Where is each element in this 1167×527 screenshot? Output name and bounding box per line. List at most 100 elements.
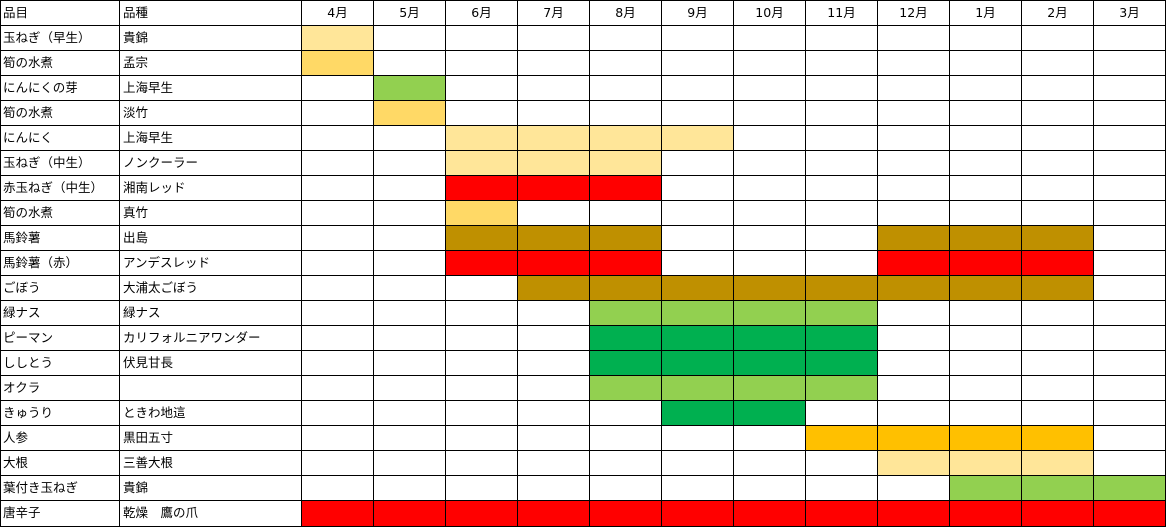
month-cell-11月[interactable]: [806, 26, 878, 51]
month-cell-3月[interactable]: [1094, 301, 1166, 326]
variety-cell[interactable]: 貴錦: [120, 476, 302, 501]
header-month[interactable]: 9月: [662, 0, 734, 26]
month-cell-12月[interactable]: [878, 476, 950, 501]
header-item[interactable]: 品目: [0, 0, 120, 26]
month-cell-2月[interactable]: [1022, 101, 1094, 126]
month-cell-10月[interactable]: [734, 276, 806, 301]
month-cell-4月[interactable]: [302, 251, 374, 276]
month-cell-11月[interactable]: [806, 426, 878, 451]
month-cell-12月[interactable]: [878, 401, 950, 426]
month-cell-1月[interactable]: [950, 301, 1022, 326]
month-cell-11月[interactable]: [806, 101, 878, 126]
month-cell-12月[interactable]: [878, 276, 950, 301]
month-cell-10月[interactable]: [734, 251, 806, 276]
variety-cell[interactable]: アンデスレッド: [120, 251, 302, 276]
variety-cell[interactable]: 三善大根: [120, 451, 302, 476]
month-cell-9月[interactable]: [662, 276, 734, 301]
month-cell-8月[interactable]: [590, 451, 662, 476]
month-cell-8月[interactable]: [590, 326, 662, 351]
variety-cell[interactable]: 淡竹: [120, 101, 302, 126]
month-cell-10月[interactable]: [734, 76, 806, 101]
month-cell-4月[interactable]: [302, 326, 374, 351]
month-cell-2月[interactable]: [1022, 151, 1094, 176]
item-cell[interactable]: 玉ねぎ（早生）: [0, 26, 120, 51]
month-cell-2月[interactable]: [1022, 226, 1094, 251]
item-cell[interactable]: 葉付き玉ねぎ: [0, 476, 120, 501]
month-cell-4月[interactable]: [302, 276, 374, 301]
header-month[interactable]: 2月: [1022, 0, 1094, 26]
month-cell-5月[interactable]: [374, 201, 446, 226]
item-cell[interactable]: ごぼう: [0, 276, 120, 301]
header-month[interactable]: 5月: [374, 0, 446, 26]
month-cell-2月[interactable]: [1022, 326, 1094, 351]
header-variety[interactable]: 品種: [120, 0, 302, 26]
month-cell-12月[interactable]: [878, 151, 950, 176]
month-cell-2月[interactable]: [1022, 26, 1094, 51]
month-cell-10月[interactable]: [734, 101, 806, 126]
month-cell-6月[interactable]: [446, 126, 518, 151]
item-cell[interactable]: 大根: [0, 451, 120, 476]
month-cell-3月[interactable]: [1094, 351, 1166, 376]
month-cell-7月[interactable]: [518, 401, 590, 426]
month-cell-7月[interactable]: [518, 476, 590, 501]
month-cell-9月[interactable]: [662, 176, 734, 201]
month-cell-11月[interactable]: [806, 201, 878, 226]
month-cell-11月[interactable]: [806, 451, 878, 476]
month-cell-9月[interactable]: [662, 326, 734, 351]
month-cell-2月[interactable]: [1022, 401, 1094, 426]
month-cell-4月[interactable]: [302, 401, 374, 426]
month-cell-11月[interactable]: [806, 276, 878, 301]
month-cell-6月[interactable]: [446, 301, 518, 326]
month-cell-2月[interactable]: [1022, 501, 1094, 527]
month-cell-8月[interactable]: [590, 151, 662, 176]
month-cell-6月[interactable]: [446, 476, 518, 501]
month-cell-9月[interactable]: [662, 101, 734, 126]
month-cell-5月[interactable]: [374, 351, 446, 376]
variety-cell[interactable]: 貴錦: [120, 26, 302, 51]
month-cell-1月[interactable]: [950, 451, 1022, 476]
month-cell-8月[interactable]: [590, 351, 662, 376]
month-cell-12月[interactable]: [878, 376, 950, 401]
month-cell-3月[interactable]: [1094, 276, 1166, 301]
month-cell-4月[interactable]: [302, 376, 374, 401]
month-cell-7月[interactable]: [518, 176, 590, 201]
item-cell[interactable]: 唐辛子: [0, 501, 120, 527]
month-cell-2月[interactable]: [1022, 351, 1094, 376]
month-cell-12月[interactable]: [878, 101, 950, 126]
month-cell-9月[interactable]: [662, 351, 734, 376]
month-cell-6月[interactable]: [446, 351, 518, 376]
month-cell-7月[interactable]: [518, 201, 590, 226]
month-cell-10月[interactable]: [734, 451, 806, 476]
month-cell-10月[interactable]: [734, 401, 806, 426]
month-cell-3月[interactable]: [1094, 451, 1166, 476]
month-cell-5月[interactable]: [374, 51, 446, 76]
month-cell-1月[interactable]: [950, 51, 1022, 76]
item-cell[interactable]: にんにくの芽: [0, 76, 120, 101]
month-cell-8月[interactable]: [590, 376, 662, 401]
month-cell-6月[interactable]: [446, 101, 518, 126]
item-cell[interactable]: 馬鈴薯: [0, 226, 120, 251]
month-cell-10月[interactable]: [734, 26, 806, 51]
month-cell-9月[interactable]: [662, 301, 734, 326]
month-cell-2月[interactable]: [1022, 76, 1094, 101]
month-cell-6月[interactable]: [446, 401, 518, 426]
month-cell-2月[interactable]: [1022, 426, 1094, 451]
month-cell-6月[interactable]: [446, 276, 518, 301]
month-cell-12月[interactable]: [878, 451, 950, 476]
month-cell-10月[interactable]: [734, 501, 806, 527]
month-cell-5月[interactable]: [374, 301, 446, 326]
month-cell-6月[interactable]: [446, 26, 518, 51]
variety-cell[interactable]: 上海早生: [120, 126, 302, 151]
variety-cell[interactable]: カリフォルニアワンダー: [120, 326, 302, 351]
month-cell-12月[interactable]: [878, 351, 950, 376]
month-cell-10月[interactable]: [734, 51, 806, 76]
item-cell[interactable]: 赤玉ねぎ（中生）: [0, 176, 120, 201]
item-cell[interactable]: ししとう: [0, 351, 120, 376]
month-cell-5月[interactable]: [374, 326, 446, 351]
month-cell-11月[interactable]: [806, 476, 878, 501]
month-cell-8月[interactable]: [590, 501, 662, 527]
item-cell[interactable]: 玉ねぎ（中生）: [0, 151, 120, 176]
month-cell-11月[interactable]: [806, 301, 878, 326]
month-cell-4月[interactable]: [302, 176, 374, 201]
month-cell-8月[interactable]: [590, 126, 662, 151]
